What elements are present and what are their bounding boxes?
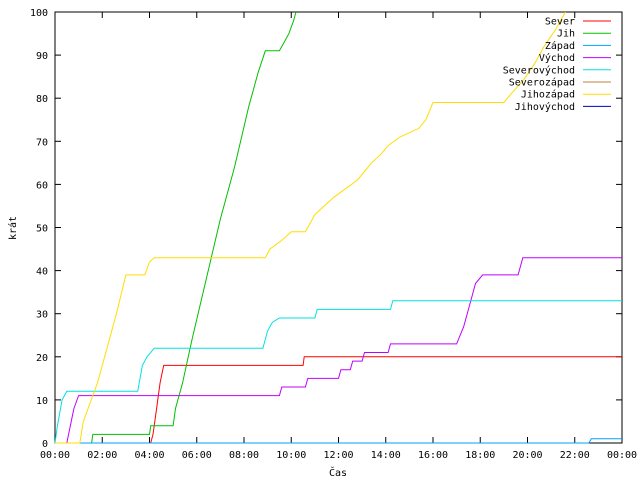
y-tick-label: 20 — [36, 353, 48, 364]
y-axis-label: krát — [7, 216, 19, 240]
y-tick-label: 80 — [36, 94, 48, 105]
series-line-3 — [55, 257, 622, 444]
legend-label-1: Jih — [557, 29, 575, 40]
legend-label-6: Jihozápad — [521, 89, 575, 101]
x-tick-label: 14:00 — [371, 450, 401, 461]
legend-label-0: Sever — [545, 17, 575, 28]
series-line-1 — [55, 11, 297, 444]
x-tick-label: 10:00 — [276, 450, 306, 461]
series-line-2 — [55, 438, 622, 444]
x-tick-label: 06:00 — [182, 450, 212, 461]
x-tick-label: 20:00 — [512, 450, 542, 461]
legend-label-4: Severovýchod — [503, 64, 575, 76]
y-tick-label: 0 — [42, 439, 48, 450]
legend: SeverJihZápadVýchodSeverovýchodSeverozáp… — [503, 17, 611, 113]
x-tick-label: 04:00 — [134, 450, 164, 461]
legend-label-7: Jihovýchod — [515, 101, 575, 113]
series-line-6 — [55, 11, 566, 444]
axes: 0 10 20 30 40 50 60 70 80 90 100 00:00 02:00 04:00 06:… — [30, 8, 637, 461]
x-tick-label: 12:00 — [323, 450, 353, 461]
x-tick-label: 22:00 — [560, 450, 590, 461]
y-tick-label: 10 — [36, 396, 48, 407]
y-tick-label: 70 — [36, 137, 48, 148]
y-tick-label: 90 — [36, 51, 48, 62]
legend-label-2: Západ — [545, 40, 575, 52]
legend-label-5: Severozápad — [509, 77, 575, 89]
y-tick-label: 30 — [36, 310, 48, 321]
legend-label-3: Východ — [539, 52, 575, 64]
x-tick-label: 00:00 — [607, 450, 637, 461]
plot-area — [54, 11, 623, 444]
x-tick-label: 00:00 — [40, 450, 70, 461]
x-tick-label: 08:00 — [229, 450, 259, 461]
y-tick-label: 60 — [36, 180, 48, 191]
x-axis-label: Čas — [329, 466, 347, 479]
y-tick-label: 50 — [36, 224, 48, 235]
x-tick-label: 02:00 — [87, 450, 117, 461]
series-line-4 — [54, 300, 622, 444]
x-tick-label: 18:00 — [465, 450, 495, 461]
y-tick-label: 40 — [36, 267, 48, 278]
series-lines — [54, 11, 622, 444]
y-tick-label: 100 — [30, 8, 48, 19]
series-line-0 — [55, 356, 622, 444]
x-tick-label: 16:00 — [418, 450, 448, 461]
